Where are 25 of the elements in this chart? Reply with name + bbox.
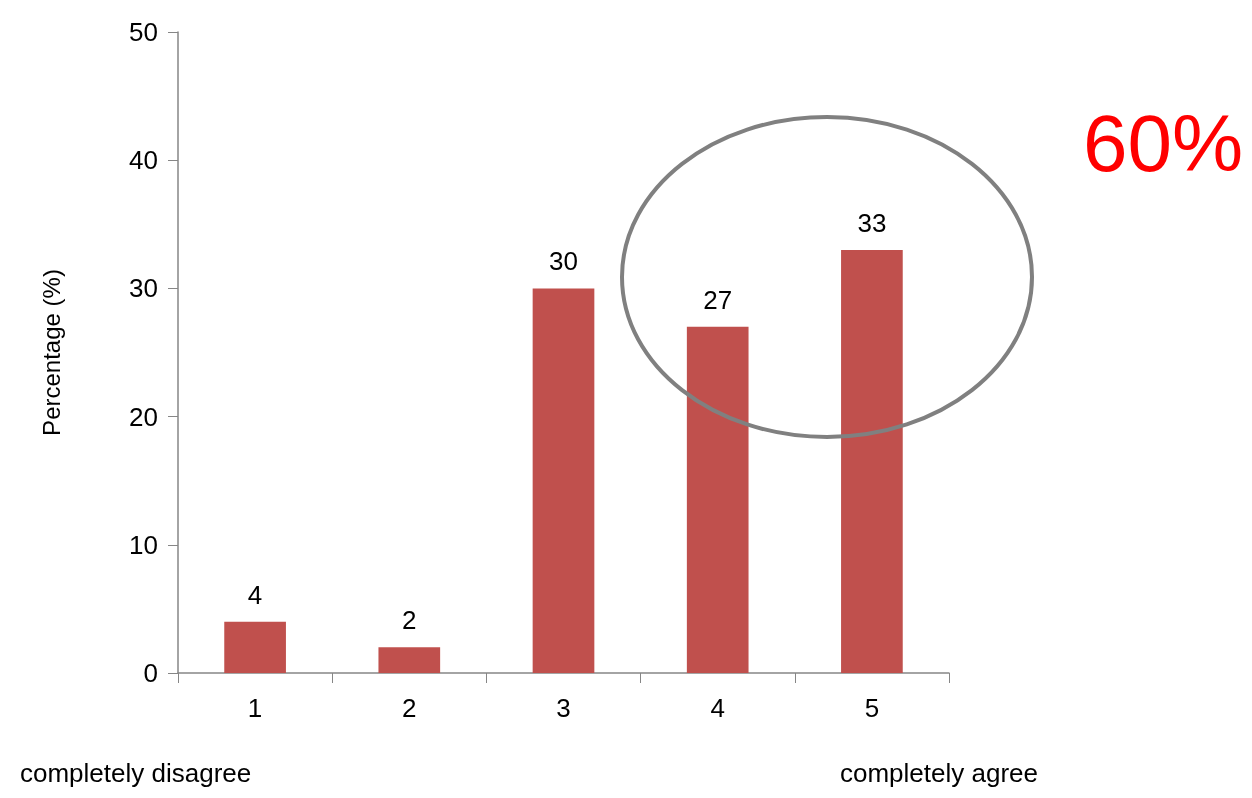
text: 60% [1083,98,1244,188]
bar [686,326,749,673]
x-tick-label: 4 [710,693,725,723]
data-label: 4 [247,579,263,610]
data-label: 27 [703,284,733,315]
y-tick-label: 10 [129,529,158,560]
text: completely agree [840,758,1038,788]
x-tick-label: 3 [556,693,571,723]
y-axis-title: Percentage (%) [37,269,65,436]
bar [224,621,286,673]
y-tick-label: 40 [129,145,158,176]
y-tick-label: 0 [143,658,158,688]
x-tick-label: 5 [864,693,880,723]
x-tick-label: 1 [247,693,263,723]
bar [532,288,595,673]
y-tick-label: 30 [129,273,158,304]
data-label: 33 [857,207,887,238]
y-tick-label: 20 [129,401,158,432]
x-tick-label: 2 [402,693,417,723]
data-label: 2 [402,605,417,636]
bar [378,647,441,673]
bar [841,249,903,673]
text: completely disagree [20,758,252,788]
data-label: 30 [549,246,578,277]
y-tick-label: 50 [129,17,158,47]
